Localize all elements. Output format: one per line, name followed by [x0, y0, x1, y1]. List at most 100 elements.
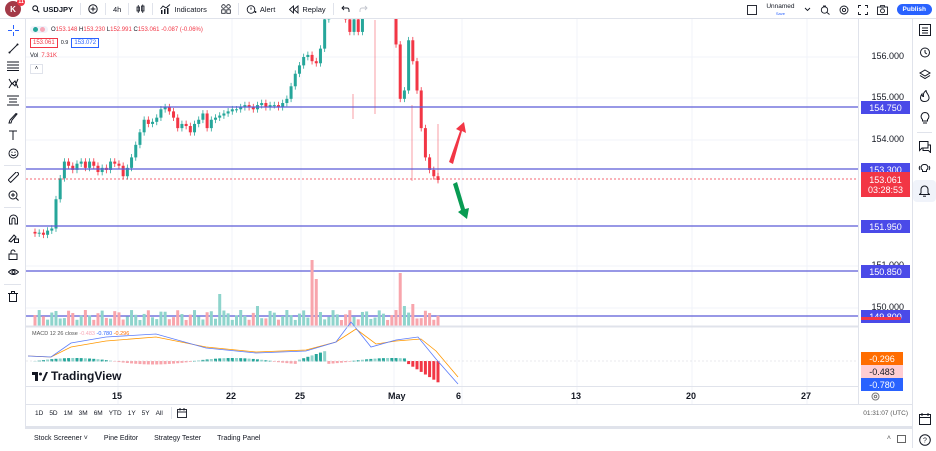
- lock-drawings-tool[interactable]: [0, 229, 26, 247]
- macd-histogram-bar: [327, 361, 330, 364]
- volume-bar: [336, 314, 339, 326]
- publish-button[interactable]: Publish: [897, 4, 932, 15]
- pattern-tool[interactable]: [0, 75, 26, 93]
- top-toolbar: K 11 USDJPY 4h Indicators Alert Replay: [0, 0, 936, 19]
- chart-type-button[interactable]: [129, 0, 152, 19]
- level-price-label[interactable]: 150.850: [861, 265, 910, 278]
- tab-trading-panel[interactable]: Trading Panel: [209, 435, 268, 442]
- volume-bar: [432, 320, 435, 326]
- notifications-button[interactable]: [913, 180, 936, 202]
- zoom-in-tool[interactable]: [0, 187, 26, 205]
- volume-bar: [302, 310, 305, 326]
- candle: [88, 162, 91, 168]
- chevron-up-icon[interactable]: ˄: [887, 435, 891, 443]
- ruler-tool[interactable]: [0, 169, 26, 187]
- macd-histogram-bar: [285, 361, 288, 363]
- calendar-button[interactable]: [913, 408, 936, 430]
- bell-icon: [919, 185, 930, 197]
- prediction-tool[interactable]: [0, 92, 26, 110]
- level-price-label[interactable]: 151.950: [861, 220, 910, 233]
- magnet-tool[interactable]: [0, 211, 26, 229]
- range-5d[interactable]: 5D: [46, 410, 60, 417]
- up-arrow-annotation[interactable]: [449, 122, 466, 164]
- macd-histogram-bar: [315, 354, 318, 362]
- volume-bar: [340, 320, 343, 326]
- remove-drawings-tool[interactable]: [0, 288, 26, 306]
- tab-stock-screener[interactable]: Stock Screener ˅: [26, 435, 96, 442]
- camera-snapshot-icon[interactable]: [877, 5, 888, 15]
- time-tick: 27: [801, 391, 811, 401]
- settings-gear-icon[interactable]: [839, 5, 849, 15]
- ideas-button[interactable]: [913, 107, 936, 129]
- crosshair-tool[interactable]: [0, 22, 26, 40]
- redo-button[interactable]: [357, 0, 375, 19]
- alert-button[interactable]: Alert: [239, 0, 282, 19]
- down-arrow-annotation[interactable]: [453, 182, 469, 219]
- macd-histogram-bar: [336, 361, 339, 363]
- replay-button[interactable]: Replay: [282, 0, 332, 19]
- indicators-button[interactable]: Indicators: [153, 0, 214, 19]
- alerts-button[interactable]: [913, 41, 936, 63]
- sell-price-button[interactable]: 153.061: [30, 38, 58, 48]
- buy-price-button[interactable]: 153.072: [71, 38, 99, 48]
- lock-all-tool[interactable]: [0, 246, 26, 264]
- interval-button[interactable]: 4h: [106, 0, 128, 19]
- hotlists-button[interactable]: [913, 85, 936, 107]
- compare-symbol-button[interactable]: [81, 0, 105, 19]
- range-3m[interactable]: 3M: [76, 410, 91, 417]
- candle: [38, 233, 41, 234]
- tab-strategy-tester[interactable]: Strategy Tester: [146, 435, 209, 442]
- layout-name-button[interactable]: Unnamed Save: [766, 3, 794, 17]
- candle: [130, 157, 133, 167]
- trend-line-tool[interactable]: [0, 40, 26, 58]
- brush-tool[interactable]: [0, 110, 26, 128]
- streams-button[interactable]: [913, 158, 936, 180]
- chart-pane[interactable]: O153.148 H153.230 L152.991 C153.061 -0.0…: [26, 19, 912, 404]
- chevron-down-icon[interactable]: [804, 7, 811, 12]
- price-chart-canvas[interactable]: [26, 19, 858, 404]
- volume-bar: [256, 306, 259, 326]
- emoji-tool[interactable]: [0, 145, 26, 163]
- range-1m[interactable]: 1M: [61, 410, 76, 417]
- object-tree-button[interactable]: [913, 63, 936, 85]
- templates-button[interactable]: [214, 0, 238, 19]
- volume-bar: [369, 319, 372, 326]
- volume-bar: [42, 316, 45, 326]
- tab-pine-editor[interactable]: Pine Editor: [96, 435, 146, 442]
- axis-settings-icon[interactable]: [871, 392, 880, 401]
- ruler-icon: [8, 172, 19, 183]
- range-1y[interactable]: 1Y: [125, 410, 139, 417]
- layout-select-icon[interactable]: [747, 5, 757, 15]
- macd-histogram-bar: [143, 361, 146, 364]
- undo-icon: [341, 5, 350, 13]
- legend-status-dots[interactable]: [30, 26, 48, 33]
- range-5y[interactable]: 5Y: [139, 410, 153, 417]
- watchlist-button[interactable]: [913, 19, 936, 41]
- price-axis[interactable]: 156.000155.000154.000151.000150.000154.7…: [858, 19, 912, 404]
- quick-search-icon[interactable]: [820, 5, 830, 15]
- range-1d[interactable]: 1D: [32, 410, 46, 417]
- undo-button[interactable]: [334, 0, 357, 19]
- fib-tool[interactable]: [0, 57, 26, 75]
- hide-drawings-tool[interactable]: [0, 264, 26, 282]
- fullscreen-icon[interactable]: [858, 5, 868, 15]
- tradingview-logo[interactable]: TradingView: [32, 369, 121, 383]
- symbol-search-button[interactable]: USDJPY: [25, 0, 80, 19]
- utc-clock[interactable]: 01:31:07 (UTC): [863, 410, 908, 417]
- volume-bar: [38, 310, 41, 326]
- macd-histogram-bar: [164, 361, 167, 364]
- text-tool[interactable]: [0, 127, 26, 145]
- range-ytd[interactable]: YTD: [106, 410, 125, 417]
- range-6m[interactable]: 6M: [91, 410, 106, 417]
- range-all[interactable]: All: [153, 410, 166, 417]
- level-price-label[interactable]: 154.750: [861, 101, 910, 114]
- collapse-legend-button[interactable]: ˄: [30, 64, 43, 74]
- goto-date-icon[interactable]: [177, 408, 187, 418]
- candle: [357, 19, 360, 32]
- trend-line-icon: [8, 43, 19, 54]
- chats-button[interactable]: [913, 136, 936, 158]
- maximize-panel-icon[interactable]: [897, 435, 906, 443]
- candle: [42, 233, 45, 235]
- user-avatar[interactable]: K 11: [5, 1, 21, 17]
